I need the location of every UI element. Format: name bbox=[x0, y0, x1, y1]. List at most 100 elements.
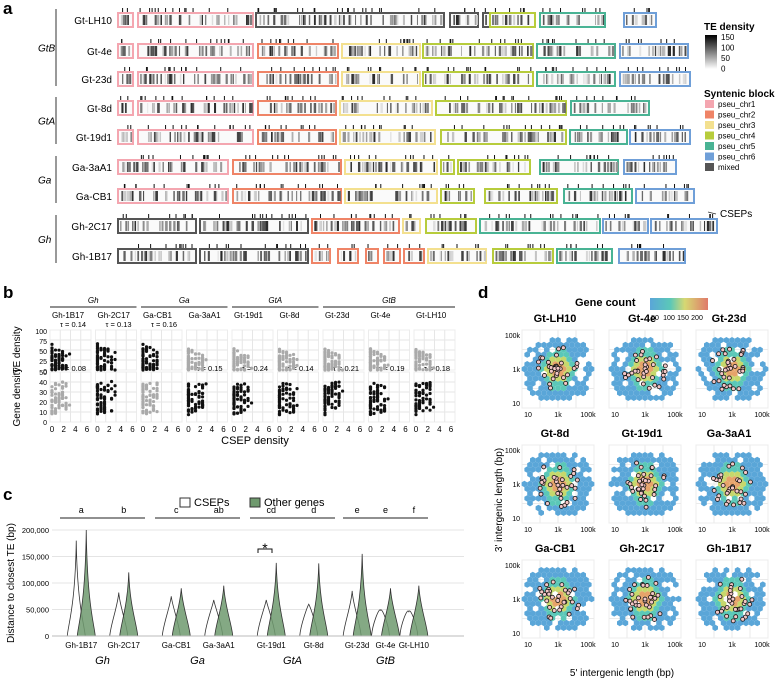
gene-point bbox=[428, 391, 432, 396]
te-density-stripe bbox=[230, 46, 232, 56]
hexbin-cell bbox=[583, 615, 589, 622]
te-density-stripe bbox=[146, 162, 148, 172]
te-density-stripe bbox=[364, 221, 367, 231]
hexbin-cell bbox=[709, 466, 716, 473]
gene-point bbox=[193, 392, 198, 397]
hexbin-cell bbox=[661, 504, 668, 512]
hexbin-cell bbox=[527, 346, 533, 353]
te-density-stripe bbox=[280, 191, 283, 201]
hexbin-cell bbox=[661, 485, 668, 492]
te-density-stripe bbox=[182, 251, 184, 261]
te-density-stripe bbox=[451, 132, 455, 142]
te-density-stripe bbox=[551, 46, 554, 56]
hexbin-cell bbox=[732, 466, 738, 473]
hexbin-cell bbox=[732, 456, 738, 464]
hexbin-cell bbox=[546, 619, 553, 627]
gene-point bbox=[113, 393, 117, 397]
hexbin-cell bbox=[611, 361, 617, 368]
hexbin-cell bbox=[642, 461, 648, 468]
significance-star: * bbox=[262, 540, 268, 556]
facet-title: Gt-23d bbox=[325, 311, 349, 320]
hexbin-cell bbox=[580, 466, 586, 473]
gene-point bbox=[60, 403, 65, 407]
te-density-stripe bbox=[413, 221, 416, 231]
te-density-stripe bbox=[684, 191, 687, 201]
hexbin-cell bbox=[544, 471, 550, 478]
hexbin-cell bbox=[527, 365, 533, 373]
syntenic-block bbox=[536, 43, 616, 59]
x-tick-label: 10 bbox=[611, 642, 619, 649]
te-density-stripe bbox=[342, 103, 345, 113]
hexbin-cell bbox=[670, 385, 676, 392]
te-point bbox=[141, 342, 145, 346]
te-density-stripe bbox=[134, 251, 136, 261]
te-density-stripe bbox=[330, 221, 333, 231]
hexbin-cell bbox=[546, 571, 553, 579]
gene-point bbox=[337, 399, 341, 403]
hexbin-cell bbox=[661, 466, 668, 473]
hexbin-cell bbox=[659, 452, 665, 459]
te-point bbox=[53, 363, 58, 368]
hexbin-cell bbox=[560, 452, 567, 459]
te-density-stripe bbox=[343, 251, 346, 261]
te-density-stripe bbox=[499, 162, 501, 172]
te-density-stripe bbox=[150, 46, 153, 56]
te-density-stripe bbox=[169, 251, 172, 261]
te-density-stripe bbox=[324, 15, 327, 25]
te-density-stripe bbox=[236, 251, 238, 261]
hexbin-cell bbox=[628, 476, 634, 483]
csep-point bbox=[720, 347, 726, 353]
gene-point bbox=[148, 410, 152, 414]
te-density-stripe bbox=[126, 162, 129, 172]
hexbin-cell bbox=[723, 509, 730, 516]
te-density-stripe bbox=[164, 46, 167, 56]
hexbin-cell bbox=[667, 571, 673, 579]
csep-point bbox=[571, 471, 577, 476]
syntenic-block bbox=[257, 100, 337, 116]
te-density-stripe bbox=[467, 15, 469, 25]
te-density-stripe bbox=[391, 15, 394, 25]
te-density-stripe bbox=[196, 191, 199, 201]
te-density-stripe bbox=[479, 251, 482, 261]
te-point bbox=[50, 358, 54, 363]
synteny-legend-swatch bbox=[705, 152, 714, 161]
te-density-stripe bbox=[553, 221, 556, 231]
te-density-stripe bbox=[494, 15, 497, 25]
te-density-stripe bbox=[346, 74, 348, 84]
te-density-stripe bbox=[508, 191, 510, 201]
te-density-stripe bbox=[641, 74, 644, 84]
te-density-stripe bbox=[470, 191, 472, 201]
te-density-stripe bbox=[176, 221, 179, 231]
te-point bbox=[284, 351, 289, 355]
hexbin-cell bbox=[704, 380, 710, 387]
gene-point bbox=[186, 394, 191, 398]
csep-point bbox=[555, 365, 561, 371]
te-density-stripe bbox=[346, 221, 349, 231]
te-density-stripe bbox=[287, 15, 290, 25]
syntenic-block bbox=[602, 218, 649, 234]
te-density-stripe bbox=[557, 221, 559, 231]
hexbin-cell bbox=[614, 586, 620, 593]
hexbin-cell bbox=[642, 567, 648, 574]
gene-point bbox=[382, 408, 387, 412]
te-density-stripe bbox=[155, 132, 157, 142]
hexbin-cell bbox=[754, 389, 760, 397]
te-density-stripe bbox=[195, 132, 199, 142]
te-density-stripe bbox=[538, 103, 541, 113]
hexbin-cell bbox=[622, 361, 629, 368]
hexbin-cell bbox=[560, 509, 567, 516]
te-density-stripe bbox=[238, 132, 241, 142]
facet-title: Gt-19d1 bbox=[622, 428, 663, 440]
syntenic-block bbox=[489, 12, 536, 28]
te-density-stripe bbox=[377, 74, 379, 84]
gene-point bbox=[95, 383, 100, 387]
te-density-stripe bbox=[521, 132, 523, 142]
hexbin-cell bbox=[580, 600, 586, 607]
hexbin-cell bbox=[751, 480, 758, 488]
hexbin-cell bbox=[636, 452, 643, 459]
gene-point bbox=[141, 402, 145, 406]
csep-point bbox=[572, 495, 578, 501]
te-point bbox=[53, 361, 58, 365]
te-density-stripe bbox=[616, 191, 618, 201]
gene-point bbox=[284, 391, 289, 395]
